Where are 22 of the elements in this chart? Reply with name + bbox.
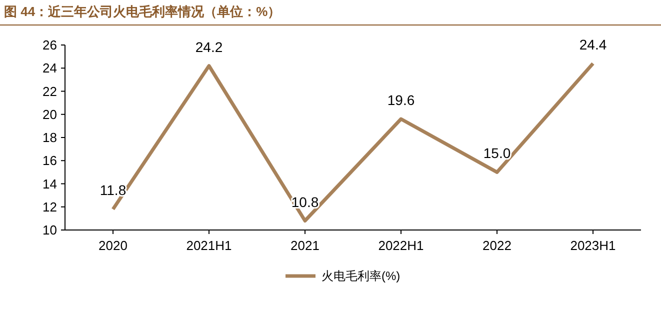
- x-tick-label: 2020: [98, 238, 128, 253]
- y-tick-label: 22: [42, 84, 57, 99]
- data-label: 24.4: [579, 36, 607, 52]
- y-tick-label: 20: [42, 106, 57, 122]
- x-tick-label: 2021: [290, 238, 320, 253]
- y-tick-label: 12: [42, 199, 57, 214]
- data-label: 24.2: [195, 38, 223, 55]
- y-tick-label: 18: [42, 130, 57, 146]
- y-tick-label: 26: [42, 38, 57, 53]
- y-tick-label: 14: [42, 176, 57, 192]
- legend-label: 火电毛利率(%): [322, 269, 400, 284]
- x-tick-label: 2022H1: [378, 238, 424, 253]
- x-tick-label: 2022: [482, 238, 512, 253]
- chart-title: 图 44：近三年公司火电毛利率情况（单位：%）: [4, 4, 281, 19]
- y-tick-label: 10: [42, 222, 57, 238]
- y-tick-label: 16: [42, 153, 57, 168]
- x-tick-label: 2021H1: [186, 238, 232, 253]
- data-label: 15.0: [483, 145, 511, 162]
- data-label: 11.8: [100, 182, 126, 198]
- data-label: 19.6: [387, 92, 415, 108]
- y-tick-label: 24: [42, 60, 57, 76]
- x-tick-label: 2023H1: [570, 238, 616, 253]
